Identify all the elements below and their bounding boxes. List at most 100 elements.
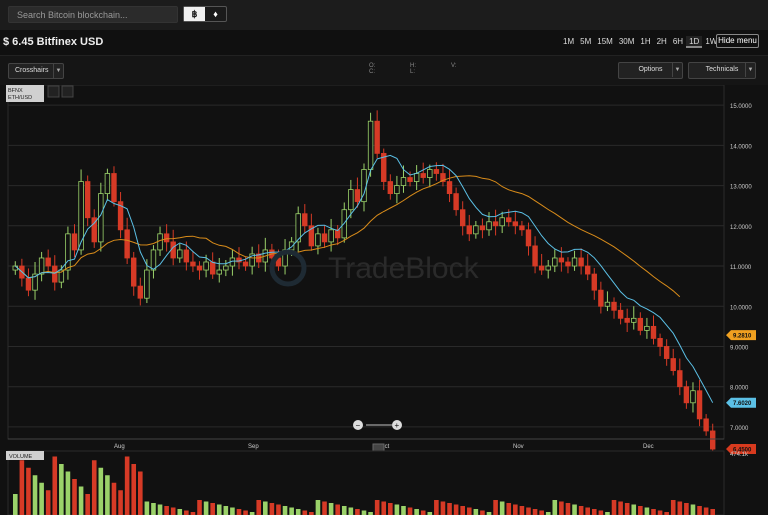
volume-bar xyxy=(309,512,314,515)
timeframe-1w[interactable]: 1W xyxy=(705,37,718,46)
volume-bar xyxy=(65,471,71,515)
volume-bar xyxy=(26,467,31,515)
volume-bar xyxy=(559,501,564,515)
zoom-in-icon[interactable] xyxy=(392,420,402,430)
volume-bar xyxy=(591,509,597,515)
volume-bar xyxy=(473,509,479,515)
volume-bar xyxy=(565,503,571,515)
volume-bar xyxy=(184,510,189,515)
candle-body xyxy=(137,285,144,299)
currency-toggle[interactable]: ฿ ♦ xyxy=(183,6,227,22)
volume-bar xyxy=(111,482,117,515)
volume-bar xyxy=(506,503,512,515)
volume-bar xyxy=(690,504,696,515)
candle-body xyxy=(354,189,361,203)
volume-bar xyxy=(638,506,643,515)
volume-bar xyxy=(302,510,308,515)
candle-body xyxy=(65,233,71,271)
volume-bar xyxy=(381,501,387,515)
candle-body xyxy=(584,265,591,275)
volume-bar xyxy=(19,460,25,515)
volume-bar xyxy=(697,506,702,515)
y-tick-label: 9.0000 xyxy=(730,345,749,351)
volume-bar xyxy=(289,507,294,515)
volume-bar xyxy=(223,506,229,515)
ether-icon[interactable]: ♦ xyxy=(213,9,218,19)
candle-body xyxy=(499,217,505,227)
volume-bar xyxy=(295,509,301,515)
volume-bar xyxy=(355,509,360,515)
edit-pencil-icon[interactable] xyxy=(47,85,60,98)
volume-bar xyxy=(91,460,97,515)
volume-bar xyxy=(394,504,400,515)
volume-bar xyxy=(98,467,104,515)
volume-bar xyxy=(197,500,202,515)
volume-bar xyxy=(105,475,110,515)
volume-bar xyxy=(335,504,340,515)
chart-canvas[interactable]: 15.0000 14.0000 13.0000 12.0000 11.0000 10.00… xyxy=(6,85,762,515)
volume-bar xyxy=(374,500,380,515)
candle-body xyxy=(315,233,321,247)
timeframe-2h[interactable]: 2H xyxy=(656,37,667,46)
symbol-line2: ETH/USD xyxy=(8,95,32,101)
zoom-out-icon[interactable] xyxy=(353,420,363,430)
timeframe-1d[interactable]: 1D xyxy=(686,36,703,48)
volume-bar xyxy=(434,500,439,515)
volume-bar xyxy=(703,507,709,515)
candle-body xyxy=(111,173,117,203)
crosshairs-label: Crosshairs xyxy=(15,67,49,74)
y-tick-label: 11.0000 xyxy=(730,265,752,271)
timeframe-5m[interactable]: 5M xyxy=(580,37,592,46)
volume-bar xyxy=(486,512,492,515)
timeframe-1h[interactable]: 1H xyxy=(640,37,651,46)
hide-menu-button[interactable]: Hide menu xyxy=(716,34,759,48)
volume-bar xyxy=(170,507,176,515)
scroll-handle[interactable] xyxy=(372,443,385,452)
volume-bar xyxy=(605,512,610,515)
volume-bar xyxy=(78,486,84,515)
settings-icon[interactable] xyxy=(61,85,74,98)
timeframe-15m[interactable]: 15M xyxy=(597,37,613,46)
volume-bar xyxy=(282,506,288,515)
volume-bar xyxy=(361,510,367,515)
volume-bar xyxy=(539,510,544,515)
timeframe-30m[interactable]: 30M xyxy=(618,37,635,46)
candle-body xyxy=(45,257,51,267)
price-chart[interactable]: 15.0000 14.0000 13.0000 12.0000 11.0000 10.00… xyxy=(6,85,762,515)
candle-body xyxy=(710,430,716,450)
volume-bar xyxy=(407,507,413,515)
candle-body xyxy=(591,273,597,291)
candle-body xyxy=(209,261,216,275)
candle-body xyxy=(150,249,157,271)
candle-body xyxy=(302,213,308,227)
volume-bar xyxy=(677,501,683,515)
volume-bar xyxy=(230,507,235,515)
volume-bar xyxy=(493,500,498,515)
candle-body xyxy=(440,173,446,182)
y-tick-label: 13.0000 xyxy=(730,185,752,191)
candle-body xyxy=(512,221,519,227)
candle-body xyxy=(78,181,84,251)
slow-ma-line xyxy=(14,175,681,298)
candle-body xyxy=(288,241,295,251)
volume-bar xyxy=(420,510,426,515)
search-input[interactable]: Search Bitcoin blockchain... xyxy=(8,6,178,23)
options-dropdown[interactable]: Options ▼ xyxy=(618,62,683,79)
bitcoin-icon[interactable]: ฿ xyxy=(184,7,205,21)
candle-body xyxy=(400,177,407,186)
candle-body xyxy=(604,301,611,307)
candle-body xyxy=(492,221,499,227)
timeframe-6h[interactable]: 6H xyxy=(672,37,684,46)
technicals-dropdown[interactable]: Technicals ▼ xyxy=(688,62,756,79)
candle-body xyxy=(696,390,703,420)
timeframe-1m[interactable]: 1M xyxy=(563,37,575,46)
crosshairs-dropdown[interactable]: Crosshairs ▼ xyxy=(8,63,64,79)
candle-body xyxy=(308,225,315,247)
y-tick-label: 14.0000 xyxy=(730,144,752,150)
x-tick-label: Sep xyxy=(248,444,259,450)
candle-body xyxy=(506,217,512,223)
zoom-out-glyph: − xyxy=(356,421,361,430)
volume-bar xyxy=(532,509,538,515)
volume-tag xyxy=(6,451,44,460)
volume-bar xyxy=(210,503,215,515)
